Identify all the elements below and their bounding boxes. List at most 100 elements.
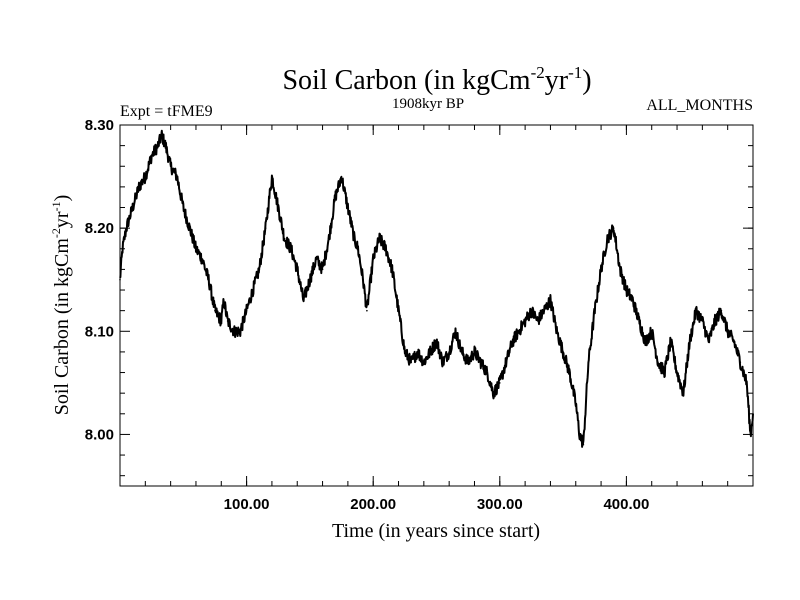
y-tick-label: 8.10 bbox=[85, 323, 114, 340]
data-point bbox=[600, 268, 602, 271]
data-point bbox=[707, 340, 710, 343]
y-tick-label: 8.30 bbox=[85, 117, 114, 134]
data-point bbox=[486, 371, 488, 374]
data-point bbox=[745, 382, 748, 384]
data-point bbox=[423, 361, 425, 364]
data-point bbox=[578, 433, 581, 436]
data-point bbox=[150, 155, 153, 157]
data-point bbox=[195, 248, 197, 250]
y-tick-label: 8.20 bbox=[85, 220, 114, 237]
data-point bbox=[682, 392, 685, 395]
data-point bbox=[714, 320, 716, 322]
data-point bbox=[461, 351, 463, 353]
data-point bbox=[644, 340, 647, 343]
data-point bbox=[612, 227, 615, 229]
data-point bbox=[233, 330, 235, 333]
data-point bbox=[378, 237, 381, 240]
data-point bbox=[347, 206, 349, 209]
data-point bbox=[302, 299, 305, 302]
data-point bbox=[582, 443, 585, 446]
data-point bbox=[258, 268, 261, 271]
data-point bbox=[182, 206, 185, 209]
x-tick-label: 200.00 bbox=[350, 496, 396, 513]
data-point bbox=[499, 382, 501, 384]
data-point bbox=[524, 320, 526, 322]
series-layer bbox=[119, 129, 754, 448]
data-point bbox=[321, 268, 324, 271]
data-point bbox=[606, 237, 609, 240]
data-point bbox=[264, 227, 267, 229]
data-point bbox=[245, 309, 248, 312]
data-point bbox=[138, 186, 140, 188]
data-point bbox=[511, 340, 514, 343]
series-0 bbox=[119, 129, 754, 448]
data-point bbox=[277, 206, 280, 209]
plot-frame bbox=[119, 124, 754, 487]
data-point bbox=[518, 330, 520, 333]
data-point bbox=[207, 278, 210, 281]
data-point bbox=[125, 227, 128, 229]
data-point bbox=[473, 351, 476, 353]
data-point bbox=[397, 309, 400, 312]
data-point bbox=[587, 361, 590, 364]
data-point bbox=[290, 248, 292, 250]
data-point bbox=[201, 258, 204, 260]
data-point bbox=[131, 206, 134, 209]
data-point bbox=[429, 351, 432, 353]
data-point bbox=[537, 320, 539, 322]
data-point bbox=[283, 237, 286, 240]
experiment-label: Expt = tFME9 bbox=[120, 103, 213, 120]
data-point bbox=[568, 371, 571, 374]
data-point bbox=[296, 268, 299, 271]
data-point bbox=[549, 299, 552, 302]
data-point bbox=[357, 248, 359, 250]
data-point bbox=[625, 289, 628, 291]
data-point bbox=[657, 361, 659, 364]
data-point bbox=[505, 361, 507, 364]
data-point bbox=[442, 361, 444, 364]
data-point bbox=[676, 371, 678, 374]
data-point bbox=[530, 309, 533, 312]
data-point bbox=[328, 237, 330, 240]
x-axis-label: Time (in years since start) bbox=[332, 520, 540, 542]
data-point bbox=[309, 278, 311, 281]
data-point bbox=[385, 248, 387, 250]
data-point bbox=[619, 268, 621, 271]
data-point bbox=[334, 196, 337, 198]
data-point bbox=[749, 433, 752, 436]
data-point bbox=[650, 330, 653, 333]
y-tick-label: 8.00 bbox=[85, 426, 114, 443]
data-point bbox=[119, 278, 121, 281]
data-point bbox=[435, 340, 438, 343]
data-point bbox=[638, 320, 640, 322]
data-point bbox=[315, 258, 318, 260]
data-point bbox=[176, 175, 178, 178]
data-point bbox=[157, 144, 159, 147]
data-point bbox=[688, 340, 691, 343]
data-point bbox=[669, 340, 672, 343]
data-point bbox=[543, 309, 545, 312]
data-point bbox=[169, 165, 172, 168]
data-point bbox=[161, 134, 163, 137]
data-point bbox=[144, 175, 147, 178]
period-label: 1908kyr BP bbox=[392, 96, 464, 112]
data-point bbox=[252, 289, 254, 291]
data-point bbox=[353, 237, 356, 240]
data-point bbox=[492, 392, 495, 395]
data-point bbox=[226, 320, 229, 322]
data-point bbox=[362, 278, 364, 281]
y-axis-label: Soil Carbon (in kgCm-2yr-1) bbox=[49, 195, 73, 416]
months-label: ALL_MONTHS bbox=[646, 97, 753, 114]
data-point bbox=[720, 309, 723, 312]
data-point bbox=[366, 309, 368, 312]
data-point bbox=[733, 340, 735, 343]
data-point bbox=[594, 309, 596, 312]
y-axis-ticks: 8.00 8.10 8.20 8.30 bbox=[85, 117, 753, 477]
data-point bbox=[121, 248, 124, 250]
data-point bbox=[752, 413, 754, 415]
data-point bbox=[188, 227, 191, 229]
data-point bbox=[404, 351, 406, 353]
data-point bbox=[454, 330, 457, 333]
